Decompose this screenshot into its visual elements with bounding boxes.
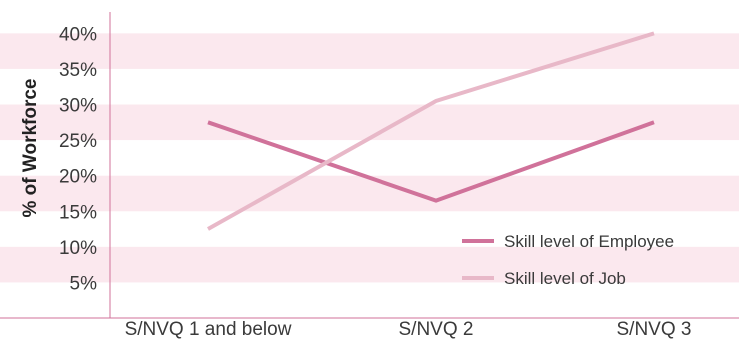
legend-label: Skill level of Job xyxy=(504,269,626,288)
y-tick-label: 10% xyxy=(59,238,97,259)
series-lines xyxy=(207,31,655,231)
x-tick-label: S/NVQ 1 and below xyxy=(125,319,292,340)
y-tick-labels: 5% 10% 15% 20% 25% 30% 35% 40% xyxy=(59,24,97,294)
y-tick-label: 25% xyxy=(59,131,97,152)
y-tick-label: 35% xyxy=(59,60,97,81)
series-line-employee xyxy=(207,120,655,203)
grid-band xyxy=(0,246,739,283)
y-tick-label: 5% xyxy=(70,273,98,294)
legend: Skill level of Employee Skill level of Jo… xyxy=(462,232,674,288)
grid-band xyxy=(0,175,739,212)
y-axis-label: % of Workforce xyxy=(20,78,41,217)
grid-band xyxy=(0,33,739,69)
series-line-job xyxy=(207,31,655,231)
x-tick-label: S/NVQ 2 xyxy=(399,319,474,340)
y-tick-label: 15% xyxy=(59,202,97,223)
x-tick-labels: S/NVQ 1 and below S/NVQ 2 S/NVQ 3 xyxy=(125,319,692,340)
legend-label: Skill level of Employee xyxy=(504,232,674,251)
y-tick-label: 30% xyxy=(59,96,97,117)
grid-bands xyxy=(0,33,739,283)
grid-band xyxy=(0,104,739,141)
x-tick-label: S/NVQ 3 xyxy=(617,319,692,340)
y-tick-label: 20% xyxy=(59,167,97,188)
y-tick-label: 40% xyxy=(59,24,97,45)
